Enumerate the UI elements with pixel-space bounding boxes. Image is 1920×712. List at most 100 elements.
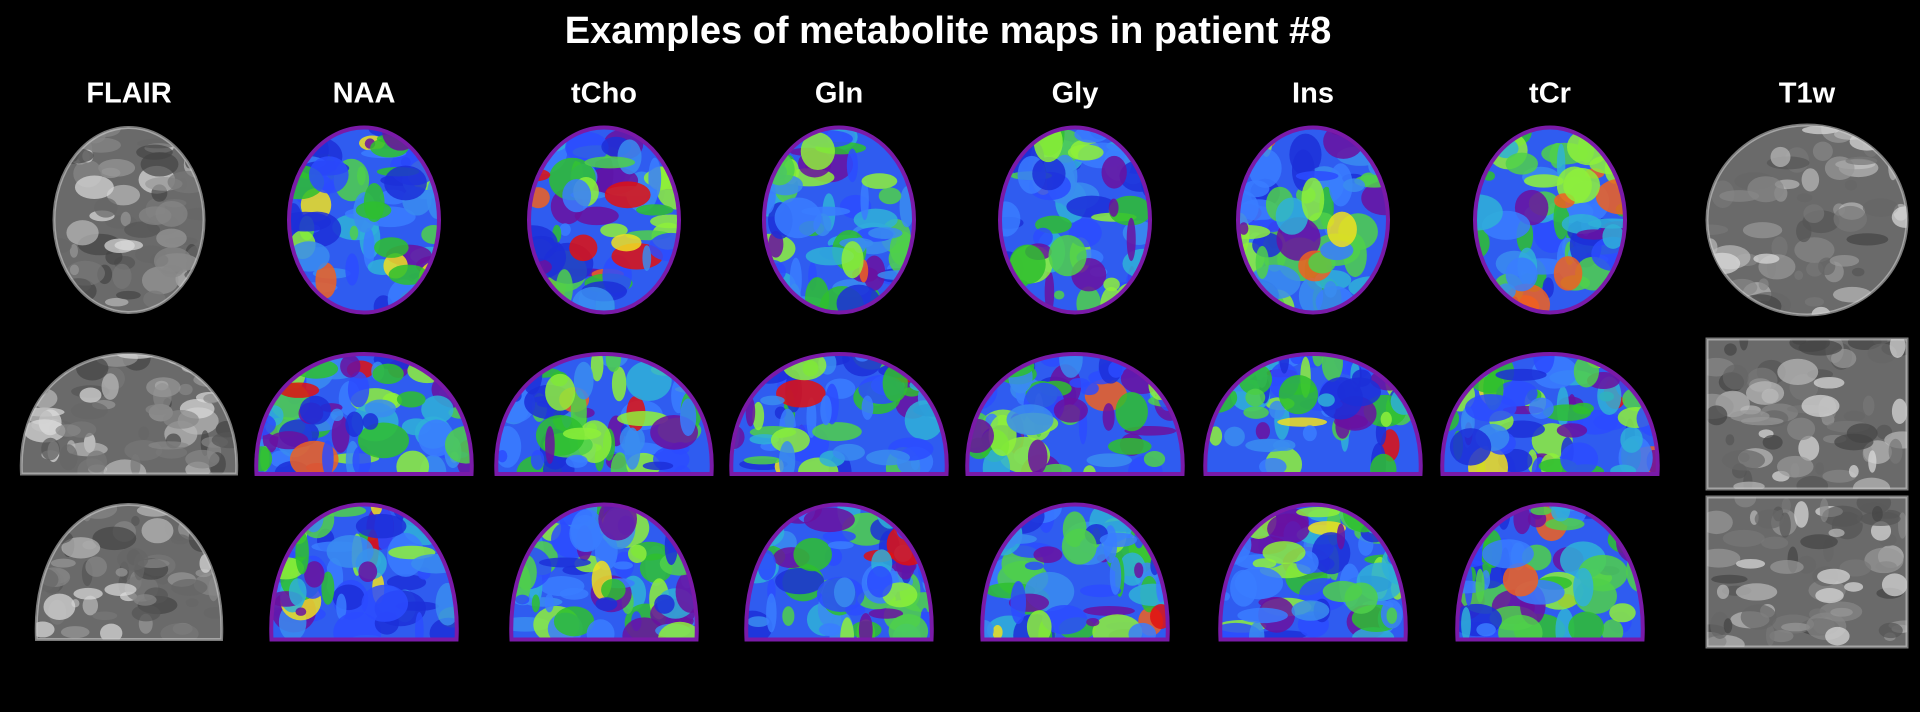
texture-blob bbox=[1830, 607, 1853, 617]
texture-blob bbox=[866, 565, 893, 598]
texture-blob bbox=[1502, 562, 1539, 597]
texture-blob bbox=[1465, 394, 1517, 422]
texture-blob bbox=[138, 206, 172, 226]
texture-blob bbox=[574, 206, 619, 226]
texture-blob bbox=[73, 587, 103, 600]
texture-blob bbox=[345, 253, 359, 286]
texture-blob bbox=[1259, 457, 1287, 474]
texture-blob bbox=[295, 607, 307, 616]
texture-blob bbox=[1723, 618, 1733, 634]
texture-blob bbox=[878, 187, 902, 205]
texture-blob bbox=[1776, 455, 1814, 478]
texture-blob bbox=[1878, 622, 1903, 639]
texture-blob bbox=[1815, 588, 1844, 604]
texture-blob bbox=[776, 379, 826, 408]
texture-blob bbox=[1505, 257, 1538, 292]
texture-blob bbox=[138, 426, 150, 441]
texture-blob bbox=[1237, 607, 1288, 624]
texture-blob bbox=[1092, 614, 1143, 640]
texture-blob bbox=[530, 449, 545, 470]
texture-blob bbox=[1482, 539, 1534, 569]
texture-blob bbox=[1800, 534, 1838, 550]
column-label: T1w bbox=[1779, 78, 1836, 110]
texture-blob bbox=[497, 450, 508, 463]
texture-blob bbox=[1771, 236, 1788, 259]
panel-outline bbox=[269, 502, 459, 642]
texture-blob bbox=[1027, 439, 1048, 474]
texture-blob bbox=[774, 197, 822, 239]
texture-blob bbox=[1006, 404, 1054, 436]
texture-blob bbox=[1033, 546, 1063, 563]
texture-blob bbox=[1761, 388, 1779, 404]
texture-blob bbox=[1269, 400, 1285, 420]
column-label: tCr bbox=[1529, 78, 1571, 110]
panel-outline bbox=[509, 502, 699, 642]
texture-blob bbox=[1026, 610, 1052, 640]
texture-blob bbox=[1719, 190, 1760, 202]
texture-blob bbox=[315, 262, 337, 299]
texture-blob bbox=[1794, 501, 1809, 528]
panel-outline bbox=[254, 351, 474, 476]
texture-blob bbox=[322, 440, 334, 474]
texture-blob bbox=[396, 391, 426, 408]
panel-outline bbox=[1440, 351, 1660, 476]
texture-blob bbox=[1322, 580, 1363, 603]
texture-blob bbox=[388, 264, 428, 285]
texture-blob bbox=[41, 437, 60, 461]
texture-blob bbox=[1620, 426, 1643, 453]
texture-blob bbox=[1881, 573, 1907, 597]
texture-blob bbox=[605, 354, 622, 372]
texture-blob bbox=[1804, 297, 1825, 307]
panel-outline bbox=[1235, 125, 1391, 315]
texture-blob bbox=[1801, 168, 1820, 192]
texture-blob bbox=[1710, 611, 1730, 639]
texture-blob bbox=[1321, 354, 1343, 382]
texture-blob bbox=[1794, 237, 1835, 263]
texture-blob bbox=[1475, 194, 1503, 231]
texture-blob bbox=[23, 419, 66, 443]
texture-blob bbox=[156, 228, 187, 248]
texture-blob bbox=[133, 553, 145, 581]
texture-blob bbox=[362, 413, 379, 430]
texture-blob bbox=[1762, 434, 1783, 450]
texture-blob bbox=[256, 446, 273, 472]
texture-blob bbox=[782, 606, 795, 626]
texture-blob bbox=[1545, 517, 1585, 531]
texture-blob bbox=[553, 606, 595, 637]
texture-blob bbox=[1801, 394, 1840, 417]
texture-blob bbox=[1024, 561, 1044, 571]
texture-blob bbox=[1528, 397, 1554, 419]
texture-blob bbox=[1735, 558, 1766, 569]
texture-blob bbox=[384, 165, 427, 201]
panel-outline bbox=[1455, 502, 1645, 642]
texture-blob bbox=[1758, 278, 1769, 291]
texture-blob bbox=[170, 534, 190, 545]
texture-blob bbox=[766, 593, 777, 633]
texture-blob bbox=[1825, 626, 1850, 646]
texture-blob bbox=[626, 360, 672, 401]
texture-blob bbox=[1101, 155, 1127, 189]
texture-blob bbox=[336, 593, 347, 620]
panel-outline bbox=[34, 502, 224, 641]
texture-blob bbox=[1370, 453, 1397, 474]
texture-blob bbox=[185, 598, 199, 608]
texture-blob bbox=[624, 427, 641, 470]
texture-blob bbox=[747, 616, 770, 628]
texture-blob bbox=[861, 395, 874, 420]
texture-blob bbox=[269, 431, 309, 450]
texture-blob bbox=[163, 410, 199, 429]
texture-blob bbox=[1498, 614, 1543, 640]
texture-blob bbox=[1724, 343, 1737, 356]
image-panel bbox=[1707, 497, 1907, 647]
texture-blob bbox=[1255, 245, 1269, 279]
texture-blob bbox=[289, 211, 332, 232]
texture-blob bbox=[1086, 453, 1132, 468]
texture-blob bbox=[1128, 622, 1157, 640]
texture-blob bbox=[69, 244, 79, 258]
texture-blob bbox=[565, 454, 588, 468]
texture-blob bbox=[421, 395, 454, 424]
texture-blob bbox=[868, 608, 904, 619]
texture-blob bbox=[1730, 409, 1770, 423]
texture-blob bbox=[171, 579, 208, 596]
texture-blob bbox=[1053, 290, 1065, 300]
